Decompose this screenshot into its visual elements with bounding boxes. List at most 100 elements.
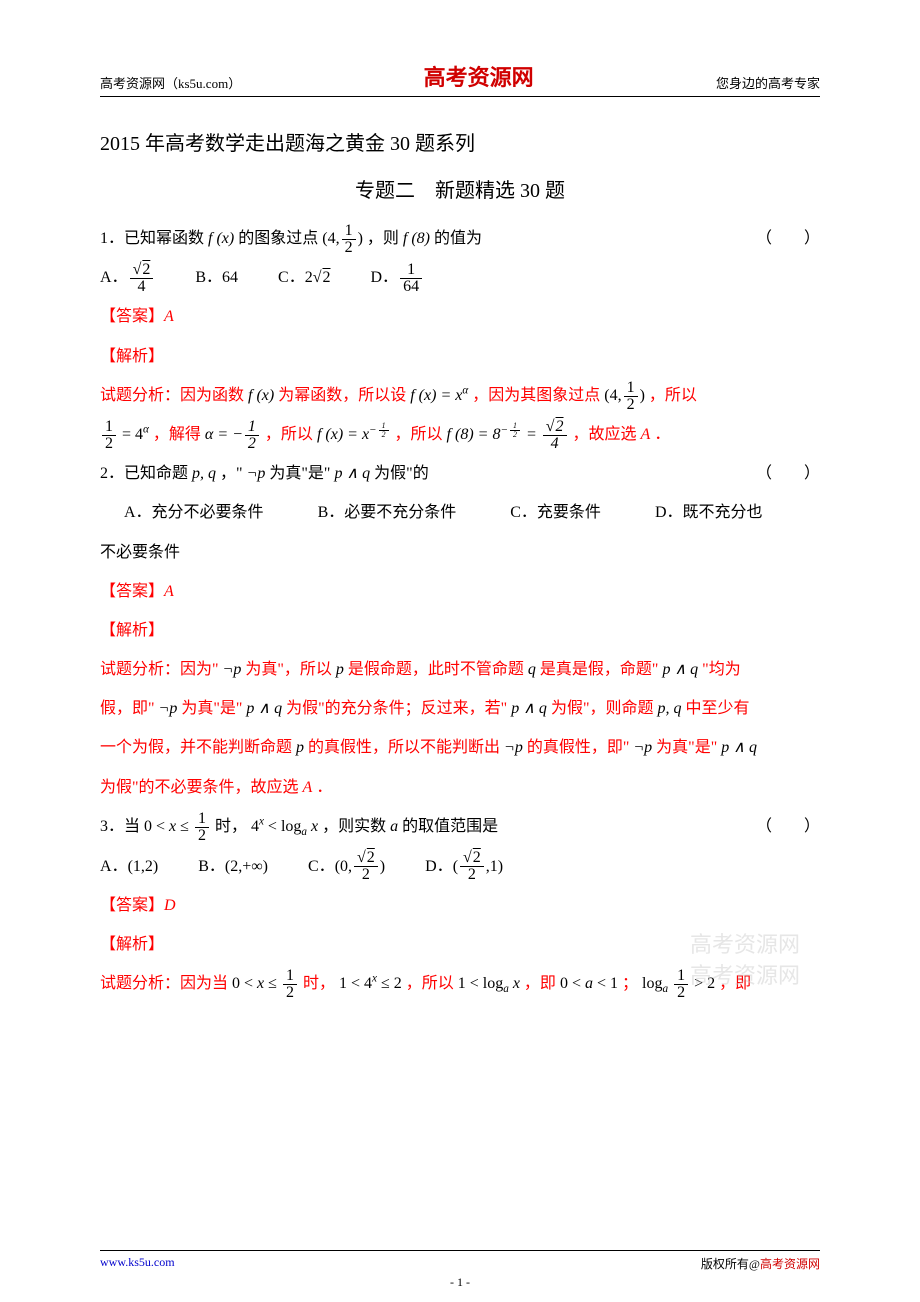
q1-ana2-t3: ，所以	[395, 426, 447, 443]
sub-title: 专题二 新题精选 30 题	[100, 174, 820, 203]
q2-answer-val: A	[164, 583, 174, 600]
q2-options-l1: A．充分不必要条件 B．必要不充分条件 C．充要条件 D．既不充分也	[100, 495, 820, 530]
q2-negp: ¬p	[247, 465, 266, 482]
q2-ana1c: 是假命题，此时不管命题	[348, 661, 528, 678]
q1-optB: B．64	[195, 260, 238, 295]
q1-ana-t1: 为幂函数，所以设	[278, 387, 410, 404]
q2-ana3d: 为真"是"	[656, 739, 721, 756]
q3-stem-tail: 的取值范围是	[402, 818, 498, 835]
q2-optC: C．充要条件	[510, 504, 601, 521]
q2-ana1b: 为真"，所以	[245, 661, 336, 678]
q3-ana-4x: 1 < 4x ≤ 2	[339, 975, 402, 992]
footer-copyright: 版权所有@高考资源网	[701, 1255, 820, 1272]
q1-analysis-l1: 试题分析：因为函数 f (x) 为幂函数，所以设 f (x) = xα ，因为其…	[100, 378, 820, 413]
q3-optD-label: D．	[425, 858, 453, 875]
q3-options: A．(1,2) B．(2,+∞) C．(0,√22) D．(√22,1)	[100, 849, 820, 884]
q2-ana3b: 的真假性，所以不能判断出	[308, 739, 504, 756]
q2-ana-negp3: ¬p	[504, 739, 523, 756]
main-title: 2015 年高考数学走出题海之黄金 30 题系列	[100, 127, 820, 156]
q2-pq: p, q	[192, 465, 216, 482]
q3-ana-range: 0 < x ≤ 12	[232, 975, 299, 992]
q2-ana-p1: p	[336, 661, 344, 678]
q1-answer-val: A	[164, 308, 174, 325]
q3-stem-post: ，则实数	[322, 818, 390, 835]
q1-ana-t0: 试题分析：因为函数	[100, 387, 248, 404]
q1-ana-fx2: f (x) = x−12	[317, 426, 391, 443]
page-footer: www.ks5u.com 版权所有@高考资源网	[100, 1250, 820, 1272]
q1-f8: f (8)	[403, 230, 430, 247]
q2-paren: （ ）	[756, 456, 820, 491]
header-center-brand: 高考资源网	[424, 60, 534, 92]
q2-stem-pre: 2．已知命题	[100, 465, 192, 482]
q1-analysis-l2: 12 = 4α ，解得 α = −12 ，所以 f (x) = x−12 ，所以…	[100, 417, 820, 452]
q1-answer-label: 【答案】	[100, 308, 164, 325]
q2-stem: 2．已知命题 p, q ，" ¬p 为真"是" p ∧ q 为假"的 （ ）	[100, 456, 820, 491]
q3-optA: A．(1,2)	[100, 849, 158, 884]
q2-ana4: 为假"的不必要条件，故应选	[100, 779, 303, 796]
q3-stem-mid: 时，	[215, 818, 247, 835]
q1-optC: C．2√2	[278, 260, 330, 295]
q2-ana-pq3: p ∧ q	[511, 700, 547, 717]
q3-answer-label: 【答案】	[100, 897, 164, 914]
q2-ana-negp2: ¬p	[159, 700, 178, 717]
q1-optB-label: B．	[195, 269, 222, 286]
q2-ana-negp1: ¬p	[223, 661, 242, 678]
q2-stem-mid2: 为真"是"	[269, 465, 334, 482]
q1-fx: f (x)	[208, 230, 234, 247]
q1-ana2-end: ．	[654, 426, 670, 443]
q1-optC-label: C．	[278, 269, 305, 286]
q3-optA-val: (1,2)	[128, 858, 159, 875]
q2-ana2e: 中至少有	[685, 700, 749, 717]
q3-ana-a: 0 < a < 1	[560, 975, 618, 992]
q3-optA-label: A．	[100, 858, 128, 875]
q1-ana-eq1: f (x) = xα	[410, 387, 468, 404]
footer-url[interactable]: www.ks5u.com	[100, 1255, 175, 1272]
q3-a: a	[390, 818, 398, 835]
q2-options-l2: 不必要条件	[100, 535, 820, 570]
q2-stem-mid: ，"	[220, 465, 243, 482]
q3-range: 0 < x ≤ 12	[144, 818, 211, 835]
q2-jiexi-label: 【解析】	[100, 613, 820, 648]
q3-ana-t4: ；	[622, 975, 638, 992]
q3-optC: C．(0,√22)	[308, 849, 385, 884]
q2-stem-mid3: 为假"的	[374, 465, 429, 482]
q2-ana-pq1: p ∧ q	[662, 661, 698, 678]
q1-stem: 1．已知幂函数 f (x) 的图象过点 (4,12) ，则 f (8) 的值为 …	[100, 221, 820, 256]
q3-optB: B．(2,+∞)	[198, 849, 268, 884]
q1-answer: 【答案】A	[100, 299, 820, 334]
footer-right-pre: 版权所有@	[701, 1257, 760, 1271]
header-right-text: 您身边的高考专家	[716, 73, 820, 92]
q1-ana-t3: ，所以	[649, 387, 697, 404]
q3-ana-l1: 试题分析：因为当 0 < x ≤ 12 时， 1 < 4x ≤ 2 ，所以 1 …	[100, 966, 820, 1002]
q3-ana-t1: 时，	[303, 975, 335, 992]
q1-ana-selA: A	[641, 426, 651, 443]
q2-optB: B．必要不充分条件	[318, 504, 457, 521]
q3-ana-t3: ，即	[524, 975, 560, 992]
q3-ana-t5: ，即	[719, 975, 751, 992]
q2-ana-p2: p	[296, 739, 304, 756]
q3-ana-log: 1 < loga x	[458, 975, 520, 992]
q1-optD-label: D．	[371, 269, 399, 286]
q2-ana-negp4: ¬p	[633, 739, 652, 756]
q2-ana-pq5: p ∧ q	[721, 739, 757, 756]
q1-ana2-t2: ，所以	[265, 426, 317, 443]
q1-paren: （ ）	[756, 221, 820, 256]
q2-ana1: 试题分析：因为"	[100, 661, 219, 678]
q1-ana-t2: ，因为其图象过点	[472, 387, 604, 404]
q3-ana-log2: loga 12 > 2	[642, 975, 715, 992]
q2-ana-l4: 为假"的不必要条件，故应选 A ．	[100, 770, 820, 805]
q3-ineq: 4x < loga x	[251, 818, 318, 835]
q1-ana2-t4: ，故应选	[573, 426, 641, 443]
q2-answer-label: 【答案】	[100, 583, 164, 600]
q1-ana2-t1: ，解得	[153, 426, 205, 443]
q3-optC-label: C．	[308, 858, 335, 875]
q2-ana-l3: 一个为假，并不能判断命题 p 的真假性，所以不能判断出 ¬p 的真假性，即" ¬…	[100, 730, 820, 765]
page-header: 高考资源网（ks5u.com） 高考资源网 您身边的高考专家	[100, 60, 820, 97]
q2-optA: A．充分不必要条件	[124, 504, 264, 521]
q1-ana-alpha: α = −12	[205, 426, 261, 443]
q1-jiexi-label: 【解析】	[100, 339, 820, 374]
q2-ana1e: "均为	[702, 661, 741, 678]
q1-optB-val: 64	[222, 269, 238, 286]
q1-stem-text2: 的图象过点	[238, 230, 322, 247]
q2-answer: 【答案】A	[100, 574, 820, 609]
